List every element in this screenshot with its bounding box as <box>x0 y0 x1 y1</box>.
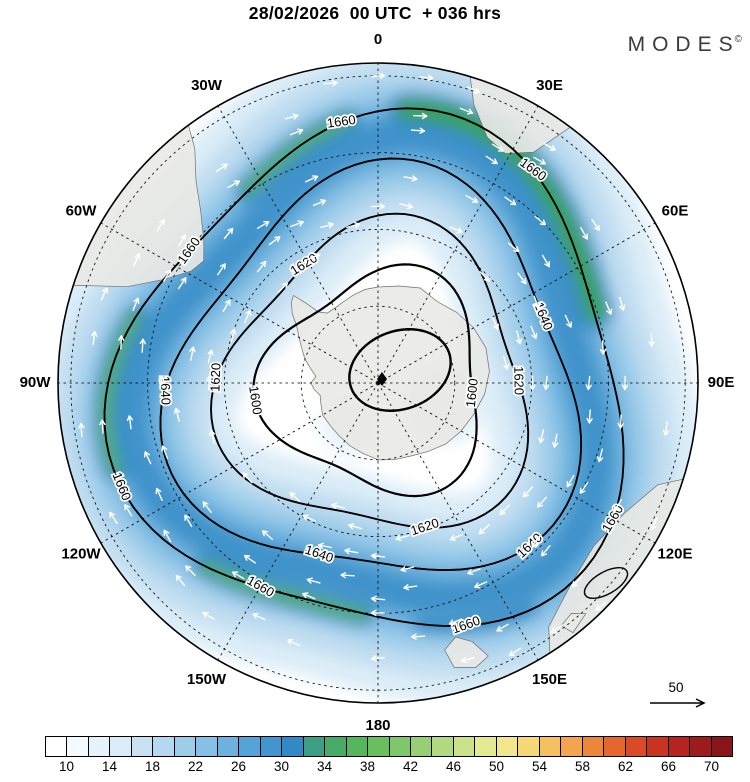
land-antarctica <box>291 285 490 461</box>
colorbar-cell <box>647 737 669 756</box>
meridian-labels: 0 30E 60E 90E 120E 150E 180 150W 120W 90W 60W 30W <box>20 31 735 734</box>
colorbar-cell <box>217 737 240 756</box>
colorbar-cell <box>475 737 497 756</box>
reference-arrow-label: 50 <box>668 680 683 695</box>
colorbar-cell <box>668 737 691 756</box>
height-contours <box>103 107 629 627</box>
colorbar-cell <box>346 737 369 756</box>
colorbar-cell <box>303 737 326 756</box>
meridian-label-90E: 90E <box>708 374 735 391</box>
colorbar-cell <box>174 737 197 756</box>
colorbar-tick-label: 42 <box>402 759 419 774</box>
meridian-label-120E: 120E <box>657 545 692 562</box>
colorbar-tick-label: 54 <box>531 759 548 774</box>
colorbar-cell <box>282 737 304 756</box>
colorbar-tick-label: 26 <box>230 759 247 774</box>
contour-label: 1620 <box>511 366 527 395</box>
colorbar-cell <box>67 737 89 756</box>
colorbar-cell <box>239 737 261 756</box>
colorbar-cell <box>518 737 540 756</box>
meridian-label-150E: 150E <box>532 671 567 688</box>
meridian-label-60E: 60E <box>662 202 689 219</box>
colorbar-cell <box>539 737 562 756</box>
copyright-mark: © <box>734 34 742 45</box>
colorbar-cell <box>453 737 476 756</box>
colorbar-tick-label: 22 <box>187 759 204 774</box>
colorbar-cell <box>110 737 132 756</box>
colorbar-cell <box>690 737 712 756</box>
colorbar-cell <box>389 737 411 756</box>
colorbar-labels: 10 14 18 22 26 30 34 38 42 46 50 54 58 62 66 70 <box>45 759 733 777</box>
polar-map-canvas: 1600160016201620162016201640164016401640… <box>20 31 735 734</box>
colorbar-cell <box>153 737 175 756</box>
colorbar-cell <box>582 737 605 756</box>
colorbar-tick-label: 50 <box>488 759 505 774</box>
colorbar-cell <box>432 737 454 756</box>
colorbar-tick-label: 46 <box>445 759 462 774</box>
colorbar-cell <box>496 737 519 756</box>
chart-title: 28/02/2026 00 UTC + 036 hrs <box>248 3 502 23</box>
colorbar-tick-label: 62 <box>617 759 634 774</box>
colorbar-cell <box>325 737 347 756</box>
meridian-label-30W: 30W <box>191 77 223 94</box>
colorbar-tick-label: 58 <box>574 759 591 774</box>
contour-label: 1600 <box>463 378 481 408</box>
meridian-label-60W: 60W <box>66 202 98 219</box>
colorbar-tick-label: 14 <box>101 759 118 774</box>
colorbar-tick-label: 38 <box>359 759 376 774</box>
meridian-label-150W: 150W <box>187 671 227 688</box>
colorbar-cell <box>260 737 283 756</box>
colorbar-cell <box>711 737 732 756</box>
contour-label: 1600 <box>246 385 265 416</box>
pole-marker <box>377 372 387 386</box>
colorbar-cells <box>45 736 733 757</box>
colorbar-tick-label: 70 <box>703 759 720 774</box>
colorbar-cell <box>625 737 648 756</box>
modes-logo: MODES© <box>628 33 742 57</box>
land-new-zealand <box>444 636 489 668</box>
meridian-label-120W: 120W <box>61 545 101 562</box>
colorbar-cell <box>46 737 68 756</box>
colorbar-tick-label: 66 <box>660 759 677 774</box>
contour-label: 1620 <box>207 363 223 392</box>
meridian-label-90W: 90W <box>20 374 52 391</box>
meridian-label-0: 0 <box>374 31 382 48</box>
reference-arrow: 50 <box>650 680 706 708</box>
colorbar-tick-label: 34 <box>316 759 333 774</box>
meridian-label-30E: 30E <box>536 77 563 94</box>
colorbar-cell <box>131 737 154 756</box>
colorbar-tick-label: 18 <box>144 759 161 774</box>
colorbar-cell <box>410 737 433 756</box>
modes-logo-text: MODES <box>627 33 740 56</box>
map-boundary <box>57 62 699 704</box>
colorbar-cell <box>604 737 626 756</box>
colorbar-cell <box>368 737 390 756</box>
meridian-label-180: 180 <box>365 717 390 734</box>
contour-label: 1660 <box>326 112 357 131</box>
wind-vectors <box>78 72 670 664</box>
colorbar-tick-label: 10 <box>58 759 75 774</box>
reference-arrow-glyph <box>650 698 706 708</box>
colorbar-cell <box>88 737 111 756</box>
colorbar-cell <box>561 737 583 756</box>
colorbar-cell <box>196 737 218 756</box>
colorbar-tick-label: 30 <box>273 759 290 774</box>
